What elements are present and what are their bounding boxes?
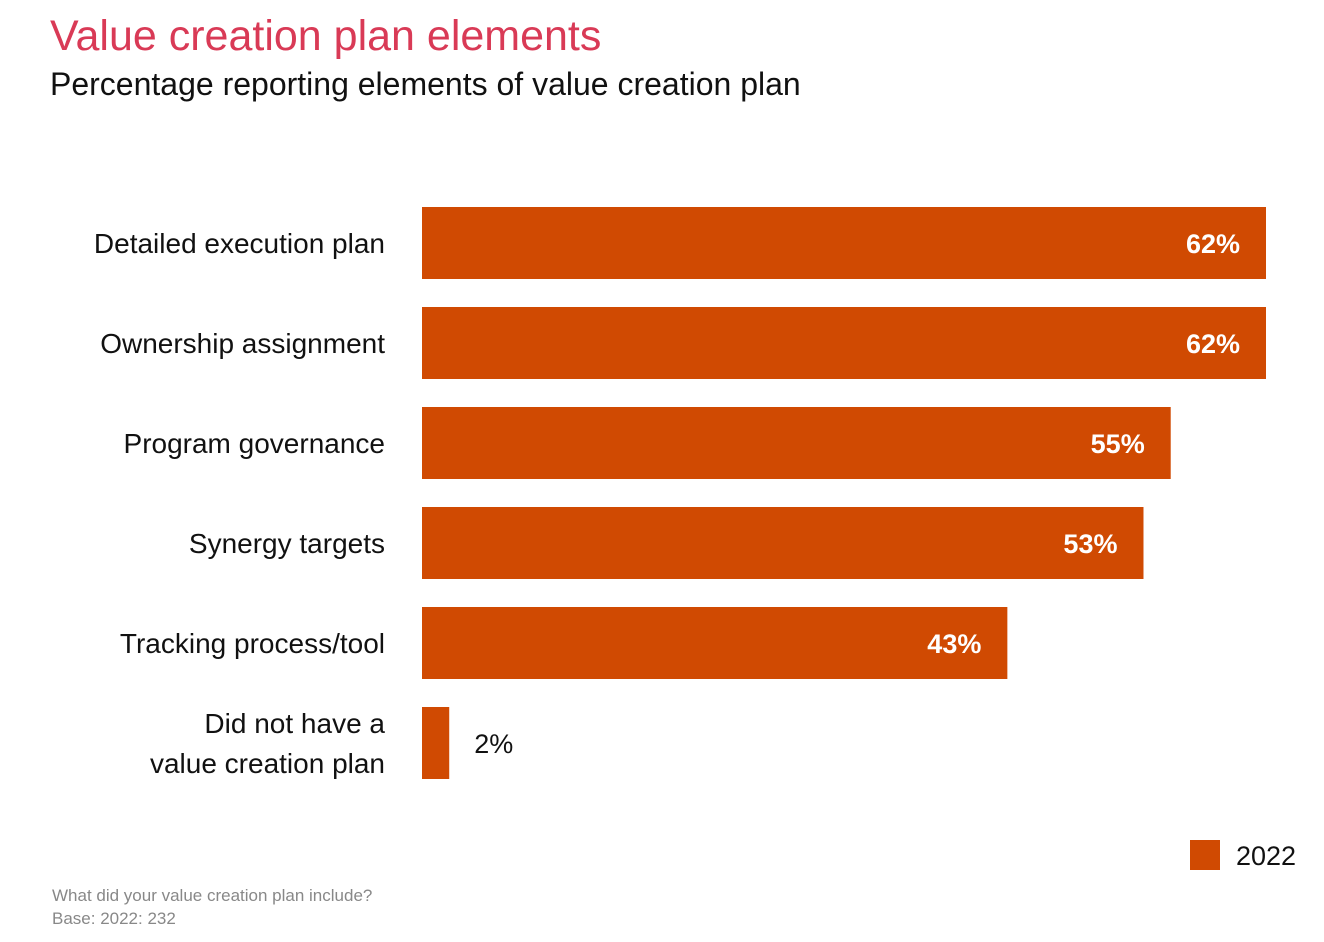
bar: [422, 607, 1008, 679]
value-label: 43%: [927, 629, 981, 659]
category-label: Program governance: [124, 428, 385, 459]
bar: [422, 407, 1171, 479]
category-label: Ownership assignment: [100, 328, 385, 359]
bar: [422, 707, 450, 779]
bar: [422, 507, 1144, 579]
category-label: Did not have a: [204, 708, 385, 739]
legend-swatch: [1190, 840, 1220, 870]
value-label: 53%: [1063, 529, 1117, 559]
category-label: Tracking process/tool: [120, 628, 385, 659]
value-label: 62%: [1186, 329, 1240, 359]
category-label: value creation plan: [150, 748, 385, 779]
category-label: Synergy targets: [189, 528, 385, 559]
legend-label: 2022: [1236, 841, 1296, 871]
footnote-question: What did your value creation plan includ…: [52, 886, 373, 905]
value-label: 55%: [1091, 429, 1145, 459]
bar: [422, 307, 1266, 379]
chart-title: Value creation plan elements: [50, 12, 602, 60]
value-label: 2%: [474, 729, 513, 759]
chart-subtitle: Percentage reporting elements of value c…: [50, 66, 801, 102]
bar: [422, 207, 1266, 279]
category-label: Detailed execution plan: [94, 228, 385, 259]
footnote-base: Base: 2022: 232: [52, 909, 176, 928]
value-label: 62%: [1186, 229, 1240, 259]
